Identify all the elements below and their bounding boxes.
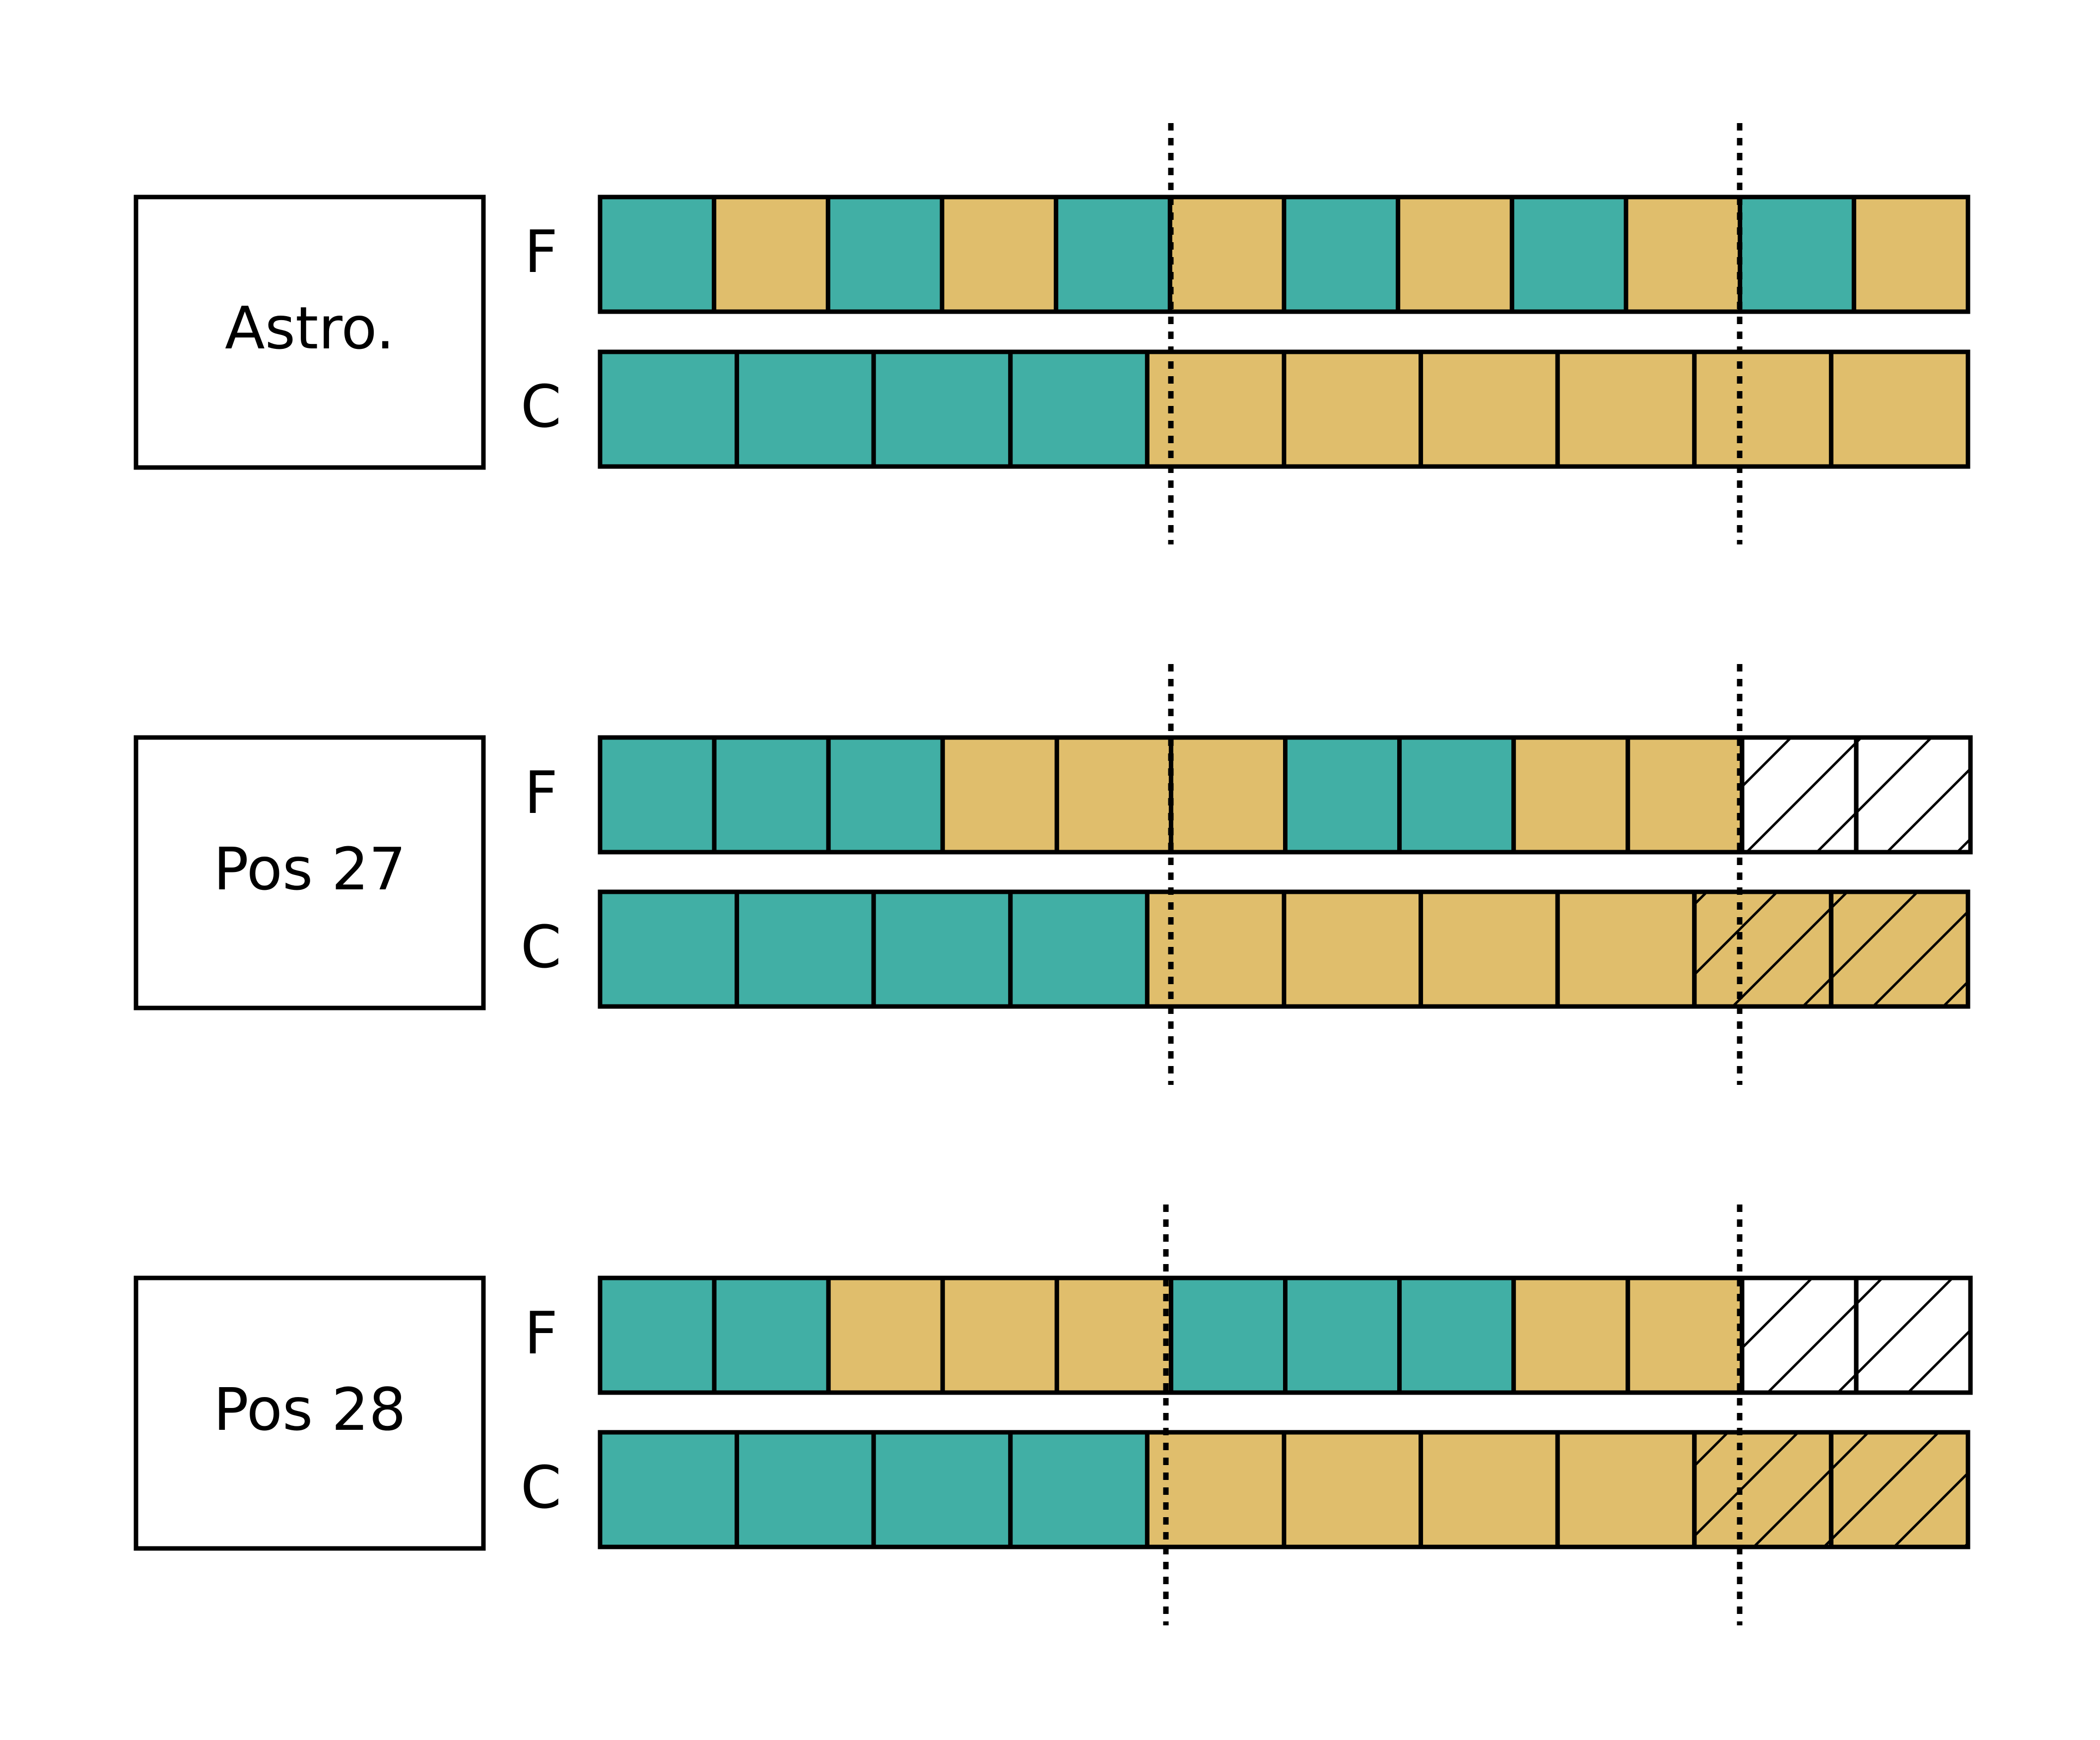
bar-f <box>598 1275 1973 1395</box>
cell-gold <box>1555 889 1697 1009</box>
cell-gold <box>1282 1430 1423 1549</box>
cell-teal <box>598 889 740 1009</box>
bar-c <box>598 889 1970 1009</box>
bar-f <box>598 195 1970 314</box>
cell-gold <box>1145 889 1287 1009</box>
cell-teal <box>735 1430 876 1549</box>
cell-teal <box>1008 889 1150 1009</box>
cell-gold <box>1829 349 1970 469</box>
cell-gold <box>940 195 1059 314</box>
cell-gold <box>1624 195 1743 314</box>
cell-gold <box>1692 349 1833 469</box>
cell-gold <box>1282 349 1423 469</box>
panel-label: Pos 28 <box>213 1375 406 1444</box>
cell-teal <box>598 735 717 855</box>
cell-teal <box>871 349 1013 469</box>
cell-teal <box>1283 735 1402 855</box>
cell-teal <box>1509 195 1628 314</box>
cell-teal <box>598 195 717 314</box>
cell-teal <box>1282 195 1401 314</box>
cell-teal <box>871 1430 1013 1549</box>
bar-c <box>598 1430 1970 1549</box>
cell-gold <box>1419 1430 1560 1549</box>
cell-gold <box>1282 889 1423 1009</box>
cell-gold <box>1626 735 1745 855</box>
cell-teal <box>735 889 876 1009</box>
cell-teal <box>598 1430 740 1549</box>
row-label-f: F <box>524 217 558 286</box>
cell-teal <box>825 195 945 314</box>
cell-gold <box>1511 1275 1630 1395</box>
cell-gold <box>940 1275 1059 1395</box>
cell-teal <box>1283 1275 1402 1395</box>
panel-label-box <box>134 195 486 470</box>
cell-hatch-overlay <box>1854 1275 1973 1395</box>
cell-gold <box>1851 195 1970 314</box>
cell-hatch-overlay <box>1829 1430 1970 1549</box>
cell-gold <box>1168 735 1288 855</box>
cell-gold <box>1419 889 1560 1009</box>
cell-gold <box>826 1275 945 1395</box>
cell-gold <box>1396 195 1514 314</box>
cell-teal <box>1738 195 1856 314</box>
cell-hatch-overlay <box>1740 735 1859 855</box>
cell-teal <box>598 349 740 469</box>
row-label-c: C <box>521 372 561 441</box>
cell-teal <box>712 1275 831 1395</box>
row-label-c: C <box>521 1453 561 1522</box>
cell-gold <box>940 735 1059 855</box>
cell-gold <box>1555 1430 1697 1549</box>
cell-gold <box>1419 349 1560 469</box>
cell-gold <box>712 195 830 314</box>
cell-gold <box>1054 1275 1173 1395</box>
bar-c <box>598 349 1970 469</box>
cell-gold <box>1511 735 1630 855</box>
cell-teal <box>871 889 1013 1009</box>
cell-teal <box>826 735 945 855</box>
panel-label-box <box>134 735 486 1010</box>
cell-hatch-overlay <box>1854 735 1973 855</box>
cell-hatch-overlay <box>1740 1275 1859 1395</box>
row-label-c: C <box>521 913 561 981</box>
cell-teal <box>735 349 876 469</box>
row-label-f: F <box>524 1299 558 1367</box>
cell-teal <box>1008 349 1150 469</box>
cell-teal <box>1008 1430 1150 1549</box>
panel-pos-28: Pos 28 F C <box>134 1205 1973 1625</box>
panel-label-box <box>134 1275 486 1551</box>
panel-pos-27: Pos 27 F C <box>134 664 1973 1085</box>
cell-teal <box>1397 1275 1516 1395</box>
panel-astro: Astro. F C <box>134 123 1970 544</box>
panel-label: Astro. <box>225 294 395 362</box>
cell-gold <box>1167 195 1287 314</box>
cell-teal <box>1054 195 1172 314</box>
row-label-f: F <box>524 758 558 827</box>
cell-gold <box>1555 349 1697 469</box>
cell-gold <box>1145 1430 1287 1549</box>
cell-gold <box>1626 1275 1745 1395</box>
panel-label: Pos 27 <box>213 835 406 903</box>
cell-teal <box>598 1275 717 1395</box>
cell-gold <box>1145 349 1287 469</box>
bar-f <box>598 735 1973 855</box>
cell-hatch-overlay <box>1829 889 1970 1009</box>
cell-hatch-overlay <box>1692 889 1833 1009</box>
cell-teal <box>1168 1275 1288 1395</box>
cell-teal <box>1397 735 1516 855</box>
cell-teal <box>712 735 831 855</box>
cell-hatch-overlay <box>1692 1430 1833 1549</box>
cell-gold <box>1054 735 1173 855</box>
